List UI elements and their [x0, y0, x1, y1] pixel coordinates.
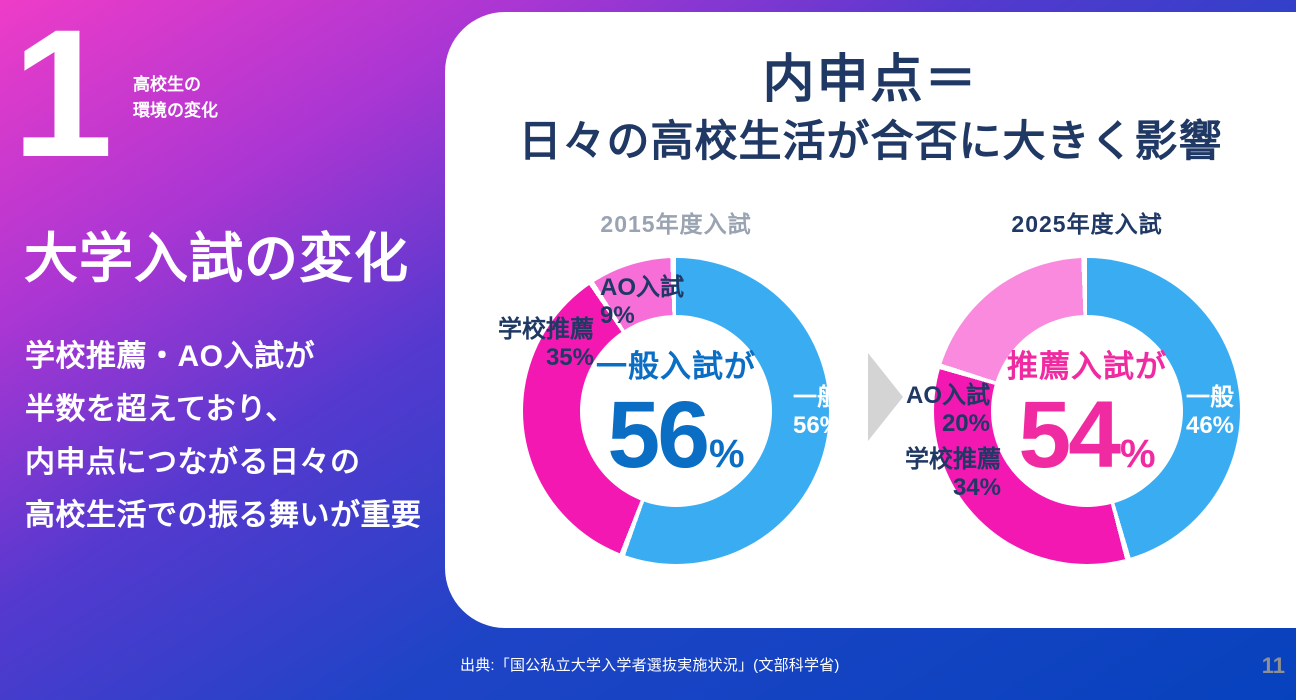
segment-name: 学校推薦 — [905, 446, 1001, 473]
segment-label-ippan: 一般 56% — [785, 384, 849, 440]
donut-center: 推薦入試が 54% — [991, 315, 1183, 507]
center-unit: % — [709, 432, 745, 477]
center-number: 54 — [1018, 382, 1121, 489]
slide-heading: 大学入試の変化 — [24, 229, 409, 289]
donut-chart-2015: 一般入試が 56% AO入試 9% 学校推薦 35% 一般 56% — [498, 258, 841, 564]
center-value: 54% — [1018, 388, 1156, 483]
segment-label-ao: AO入試 20% — [906, 382, 990, 438]
card-title-line2: 日々の高校生活が合否に大きく影響 — [518, 118, 1223, 166]
segment-pct: 35% — [545, 344, 594, 371]
chart-title-2015: 2015年度入試 — [600, 211, 752, 237]
segment-name: AO入試 — [600, 274, 684, 301]
center-number: 56 — [607, 382, 710, 489]
segment-label-ippan: 一般 46% — [1178, 384, 1242, 440]
section-label-line1: 高校生の — [133, 75, 201, 94]
segment-label-suisen: 学校推薦 35% — [498, 316, 594, 372]
center-label: 推薦入試が — [1007, 349, 1167, 385]
segment-pct: 20% — [941, 410, 990, 437]
card-title-line1: 内申点＝ — [762, 51, 979, 109]
donut-chart-2025: 推薦入試が 54% AO入試 20% 学校推薦 34% 一般 46% — [905, 258, 1242, 564]
body-line: 学校推薦・AO入試が — [25, 340, 315, 373]
section-label: 高校生の 環境の変化 — [133, 72, 218, 124]
page-number: 11 — [1261, 653, 1285, 678]
segment-pct: 46% — [1185, 412, 1235, 439]
donut-center: 一般入試が 56% — [580, 315, 772, 507]
segment-name: 学校推薦 — [498, 316, 594, 343]
segment-name: AO入試 — [906, 382, 990, 409]
source-citation: 出典:「国公私立大学入学者選抜実施状況」(文部科学省) — [460, 657, 840, 674]
body-line: 高校生活での振る舞いが重要 — [25, 499, 422, 532]
card-title: 内申点＝ 日々の高校生活が合否に大きく影響 — [445, 46, 1296, 170]
segment-name: 一般 — [793, 384, 841, 411]
section-label-line2: 環境の変化 — [133, 101, 218, 120]
body-line: 内申点につながる日々の — [25, 446, 361, 479]
slide-body-text: 学校推薦・AO入試が 半数を超えており、 内申点につながる日々の 高校生活での振… — [25, 330, 422, 542]
content-card: 内申点＝ 日々の高校生活が合否に大きく影響 2015年度入試 2025年度入試 … — [445, 12, 1296, 628]
center-label: 一般入試が — [596, 349, 756, 385]
segment-pct: 9% — [600, 302, 635, 329]
segment-name: 一般 — [1186, 384, 1234, 411]
center-value: 56% — [607, 388, 745, 483]
section-number: 1 — [12, 0, 114, 195]
segment-pct: 56% — [792, 412, 842, 439]
right-arrow-icon — [868, 353, 903, 441]
segment-label-ao: AO入試 9% — [600, 274, 684, 330]
center-unit: % — [1120, 432, 1156, 477]
segment-label-suisen: 学校推薦 34% — [905, 446, 1001, 502]
segment-pct: 34% — [952, 474, 1001, 501]
body-line: 半数を超えており、 — [25, 393, 296, 426]
chart-title-2025: 2025年度入試 — [1011, 211, 1163, 237]
